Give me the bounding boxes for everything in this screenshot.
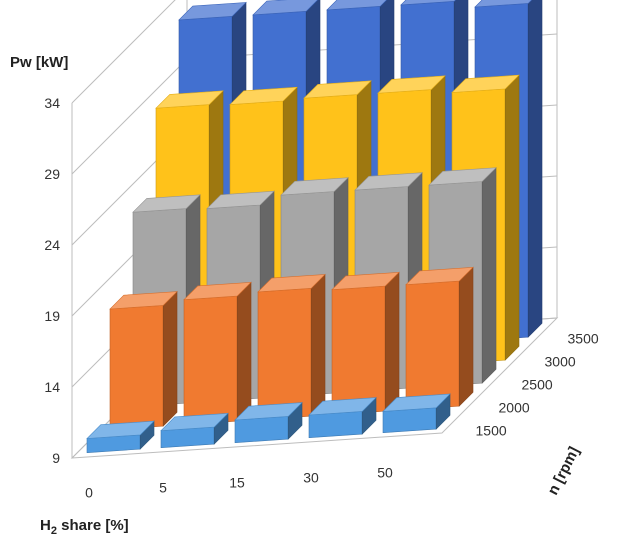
bar-top-face bbox=[160, 412, 229, 432]
bar-side-face bbox=[384, 271, 400, 412]
gridline-5 bbox=[71, 0, 176, 104]
bar-top-face bbox=[109, 291, 178, 310]
bar-top-face bbox=[132, 194, 201, 213]
z-tick-19: 19 bbox=[44, 308, 60, 324]
bar-1500-30 bbox=[308, 396, 377, 439]
z-tick-24: 24 bbox=[44, 237, 60, 253]
bar-top-face bbox=[405, 266, 474, 286]
y-tick-3500: 3500 bbox=[568, 331, 599, 347]
z-tick-34: 34 bbox=[44, 95, 60, 111]
bar-top-face bbox=[155, 90, 224, 109]
bar-top-face bbox=[183, 281, 252, 301]
bar-top-face bbox=[206, 190, 275, 209]
bar-front-face bbox=[405, 280, 460, 411]
bar-top-face bbox=[474, 0, 533, 8]
bar-top-face bbox=[234, 402, 303, 421]
bar-side-face bbox=[310, 273, 326, 417]
bar-side-face bbox=[481, 166, 497, 384]
bar-top-face bbox=[257, 274, 326, 293]
bar-top-face bbox=[303, 80, 372, 99]
x-axis-title-h: H bbox=[40, 517, 51, 534]
bar-top-face bbox=[229, 86, 298, 105]
labels-layer: 9 14 19 24 29 34 0 5 15 30 50 1500 2000 2500 3000 3500 bbox=[44, 95, 598, 501]
bar-1500-50 bbox=[382, 393, 451, 434]
bar-top-face bbox=[252, 0, 318, 16]
bar-front-face bbox=[234, 416, 289, 444]
x-tick-5: 5 bbox=[159, 480, 167, 496]
y-tick-2000: 2000 bbox=[499, 400, 530, 416]
bar-top-face bbox=[308, 397, 377, 416]
y-tick-3000: 3000 bbox=[545, 354, 576, 370]
bar-2000-50 bbox=[405, 266, 474, 411]
bar-top-face bbox=[354, 172, 423, 191]
z-axis-title: Pw [kW] bbox=[10, 54, 68, 71]
bar-top-face bbox=[326, 0, 387, 11]
bar-top-face bbox=[428, 167, 497, 186]
bar-front-face bbox=[308, 411, 363, 439]
x-axis-title-rest: share [%] bbox=[57, 517, 129, 534]
x-tick-50: 50 bbox=[377, 465, 393, 481]
bar-top-face bbox=[400, 0, 456, 6]
y-tick-1500: 1500 bbox=[476, 423, 507, 439]
bar-front-face bbox=[331, 285, 386, 416]
bars-layer bbox=[86, 0, 543, 454]
bar-front-face bbox=[382, 407, 437, 434]
y-axis-title: n [rpm] bbox=[544, 444, 583, 498]
bar-front-face bbox=[109, 305, 164, 431]
bar-1500-0 bbox=[86, 420, 155, 454]
z-tick-9: 9 bbox=[52, 450, 60, 466]
bar-2000-0 bbox=[109, 290, 178, 431]
bar-top-face bbox=[382, 393, 451, 412]
bar-side-face bbox=[458, 266, 474, 407]
bar-front-face bbox=[257, 287, 312, 421]
x-tick-30: 30 bbox=[303, 470, 319, 486]
bar-2000-5 bbox=[183, 281, 252, 426]
bar-top-face bbox=[86, 420, 155, 439]
z-tick-14: 14 bbox=[44, 379, 60, 395]
bar-side-face bbox=[504, 74, 520, 361]
x-tick-0: 0 bbox=[85, 485, 93, 501]
bar-side-face bbox=[527, 0, 543, 338]
bar-1500-15 bbox=[234, 401, 303, 444]
x-axis-title-sub: 2 bbox=[51, 525, 57, 537]
bar-top-face bbox=[280, 177, 349, 196]
bar-top-face bbox=[451, 74, 520, 93]
x-axis-title: H2 share [%] bbox=[40, 517, 129, 537]
x-tick-15: 15 bbox=[229, 475, 245, 491]
bar-side-face bbox=[236, 281, 252, 422]
bar-side-face bbox=[162, 290, 178, 427]
bar-top-face bbox=[178, 2, 247, 21]
bar-top-face bbox=[377, 75, 446, 94]
bar-2000-15 bbox=[257, 273, 326, 421]
bar-front-face bbox=[183, 295, 238, 426]
bar-2000-30 bbox=[331, 271, 400, 416]
z-tick-29: 29 bbox=[44, 166, 60, 182]
y-tick-2500: 2500 bbox=[522, 377, 553, 393]
bar-1500-5 bbox=[160, 412, 229, 449]
bar-top-face bbox=[331, 271, 400, 291]
